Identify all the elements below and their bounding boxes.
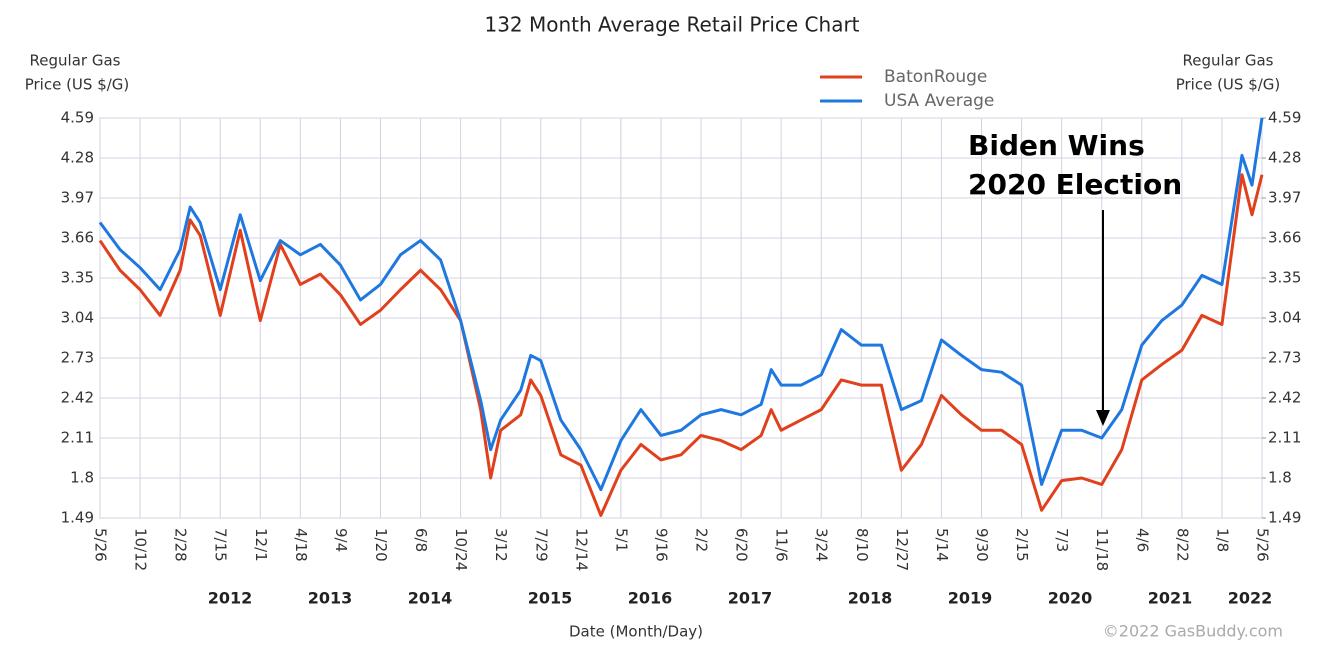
y2-tick-label: 1.8: [1268, 469, 1292, 487]
x-tick-label: 8/22: [1173, 528, 1191, 562]
x-tick-label: 7/3: [1053, 528, 1071, 552]
x-tick-label: 9/16: [652, 528, 670, 562]
x-tick-label: 2/15: [1013, 528, 1031, 562]
credit: ©2022 GasBuddy.com: [1103, 622, 1283, 641]
annotation: Biden Wins: [968, 129, 1145, 162]
series-line: [98, 173, 1264, 517]
y-tick-label: 3.35: [61, 269, 94, 287]
x-tick-label: 2/2: [693, 528, 711, 552]
x-tick-label: 7/15: [212, 528, 230, 562]
y2-tick-label: 4.59: [1268, 109, 1301, 127]
series-line: [98, 117, 1264, 492]
x-tick-label: 6/8: [412, 528, 430, 552]
year-label: 2017: [728, 589, 773, 608]
y-tick-label: 4.59: [61, 109, 94, 127]
x-tick-label: 1/20: [372, 528, 390, 562]
x-tick-label: 3/12: [492, 528, 510, 562]
y-tick-label: 3.66: [61, 229, 94, 247]
x-tick-label: 5/14: [933, 528, 951, 562]
annotation-arrowhead: [1096, 410, 1110, 426]
x-tick-label: 9/4: [332, 528, 350, 552]
x-tick-label: 5/26: [92, 528, 110, 562]
x-tick-label: 4/18: [292, 528, 310, 562]
x-tick-label: 4/6: [1133, 528, 1151, 552]
x-axis-label: Date (Month/Day): [569, 623, 703, 641]
y2-tick-label: 2.42: [1268, 389, 1301, 407]
x-tick-label: 6/20: [733, 528, 751, 562]
y2-tick-label: 2.73: [1268, 349, 1301, 367]
y2-axis-label: Regular Gas: [1183, 52, 1274, 70]
y-tick-label: 1.49: [61, 509, 94, 527]
year-label: 2018: [848, 589, 893, 608]
y-tick-label: 3.97: [61, 189, 94, 207]
x-tick-label: 3/24: [813, 528, 831, 562]
y-tick-label: 2.11: [61, 429, 94, 447]
y-tick-label: 4.28: [61, 149, 94, 167]
x-tick-label: 11/6: [773, 528, 791, 562]
x-tick-label: 2/28: [172, 528, 190, 562]
legend-label: USA Average: [884, 91, 994, 111]
x-tick-label: 12/14: [572, 528, 590, 571]
year-label: 2021: [1148, 589, 1193, 608]
y2-tick-label: 2.11: [1268, 429, 1301, 447]
y2-tick-label: 4.28: [1268, 149, 1301, 167]
x-tick-label: 1/8: [1213, 528, 1231, 552]
y2-tick-label: 3.97: [1268, 189, 1301, 207]
y-axis-label: Regular Gas: [30, 52, 121, 70]
chart-title: 132 Month Average Retail Price Chart: [484, 13, 859, 37]
year-label: 2016: [628, 589, 673, 608]
x-tick-label: 12/27: [893, 528, 911, 571]
y2-tick-label: 3.04: [1268, 309, 1301, 327]
y-tick-label: 2.73: [61, 349, 94, 367]
year-label: 2015: [528, 589, 573, 608]
year-label: 2012: [208, 589, 253, 608]
x-tick-label: 12/1: [252, 528, 270, 562]
y-tick-label: 2.42: [61, 389, 94, 407]
x-tick-label: 8/10: [853, 528, 871, 562]
y-tick-label: 3.04: [61, 309, 94, 327]
x-tick-label: 11/18: [1093, 528, 1111, 571]
y2-tick-label: 3.35: [1268, 269, 1301, 287]
x-tick-label: 10/24: [452, 528, 470, 571]
y2-tick-label: 3.66: [1268, 229, 1301, 247]
y-tick-label: 1.8: [70, 469, 94, 487]
x-tick-label: 5/1: [612, 528, 630, 552]
x-tick-label: 5/26: [1254, 528, 1272, 562]
annotation: 2020 Election: [968, 168, 1182, 201]
x-tick-label: 10/12: [132, 528, 150, 571]
year-label: 2019: [948, 589, 993, 608]
year-label: 2013: [308, 589, 353, 608]
legend-label: BatonRouge: [884, 67, 987, 87]
y2-axis-label: Price (US $/G): [1176, 76, 1281, 94]
y2-tick-label: 1.49: [1268, 509, 1301, 527]
year-label: 2020: [1048, 589, 1093, 608]
y-axis-label: Price (US $/G): [25, 76, 130, 94]
year-label: 2022: [1228, 589, 1273, 608]
x-tick-label: 7/29: [532, 528, 550, 562]
year-label: 2014: [408, 589, 453, 608]
x-tick-label: 9/30: [973, 528, 991, 562]
